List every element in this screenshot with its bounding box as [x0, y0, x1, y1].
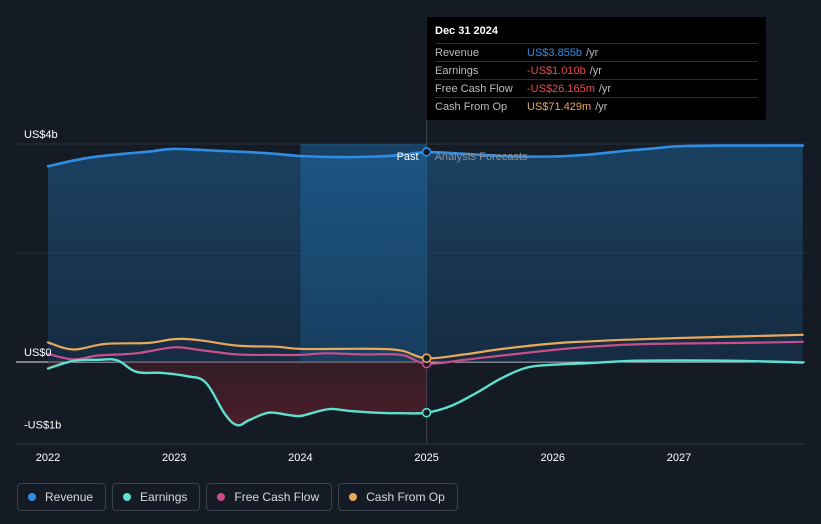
tooltip-row-earnings: Earnings -US$1.010b /yr: [435, 61, 758, 79]
tooltip-unit: /yr: [598, 82, 612, 95]
tooltip-value: -US$26.165m: [527, 82, 595, 95]
legend-label: Earnings: [140, 490, 188, 504]
tooltip-unit: /yr: [595, 100, 608, 113]
free-cash-flow-dot-icon: [217, 493, 226, 501]
line-layer: [46, 144, 804, 427]
tooltip-row-cash-from-op: Cash From Op US$71.429m /yr: [435, 97, 758, 115]
revenue-highlight-point: [421, 147, 432, 157]
x-tick-label: 2027: [667, 452, 691, 464]
tooltip-label: Cash From Op: [435, 100, 508, 113]
earnings-area: [48, 359, 427, 426]
legend-label: Revenue: [45, 490, 94, 504]
x-tick-label: 2025: [414, 452, 438, 464]
point-layer: [421, 147, 432, 418]
legend: Revenue Earnings Free Cash Flow Cash Fro…: [17, 483, 458, 511]
x-tick-label: 2026: [541, 452, 565, 464]
revenue-line: [46, 144, 804, 168]
x-tick-label: 2023: [162, 452, 186, 464]
earnings-dot-icon: [123, 493, 132, 501]
tooltip-unit: /yr: [589, 64, 602, 77]
past-label: Past: [397, 151, 419, 163]
tooltip-date: Dec 31 2024: [435, 25, 498, 37]
legend-label: Cash From Op: [366, 490, 445, 504]
label-layer: US$4b US$0 -US$1b 2022 2023 2024 2025 2026 2027 P…: [24, 129, 691, 464]
legend-item-earnings[interactable]: Earnings: [112, 483, 201, 511]
free-cash-flow-line: [46, 340, 804, 365]
tooltip-row-free-cash-flow: Free Cash Flow -US$26.165m /yr: [435, 79, 758, 97]
cash-from-op-line: [46, 333, 804, 360]
earnings-line: [46, 358, 804, 427]
y-tick-label: US$4b: [24, 129, 58, 141]
y-tick-label: US$0: [24, 347, 52, 359]
tooltip-unit: /yr: [586, 46, 599, 59]
cash-from-op-highlight-point: [421, 353, 432, 363]
forecast-label: Analysts Forecasts: [435, 151, 528, 163]
y-tick-label: -US$1b: [24, 420, 61, 432]
earnings-highlight-point: [421, 407, 432, 418]
tooltip-label: Revenue: [435, 46, 480, 59]
tooltip-row-revenue: Revenue US$3.855b /yr: [435, 43, 758, 61]
tooltip-value: US$3.855b: [527, 46, 583, 59]
legend-item-free-cash-flow[interactable]: Free Cash Flow: [206, 483, 333, 511]
legend-item-revenue[interactable]: Revenue: [17, 483, 107, 511]
revenue-dot-icon: [28, 493, 36, 501]
tooltip-label: Earnings: [435, 64, 479, 77]
legend-item-cash-from-op[interactable]: Cash From Op: [338, 483, 458, 511]
area-layer: [48, 144, 803, 426]
tooltip-label: Free Cash Flow: [435, 82, 513, 95]
x-tick-label: 2024: [288, 452, 312, 464]
past-highlight-band: [300, 144, 427, 362]
tooltip-value: -US$1.010b: [527, 64, 586, 77]
tooltip: Dec 31 2024 Revenue US$3.855b /yr Earnin…: [427, 17, 766, 120]
cash-from-op-dot-icon: [349, 493, 358, 501]
legend-label: Free Cash Flow: [234, 490, 320, 504]
x-tick-label: 2022: [36, 452, 60, 464]
tooltip-value: US$71.429m: [527, 100, 592, 113]
